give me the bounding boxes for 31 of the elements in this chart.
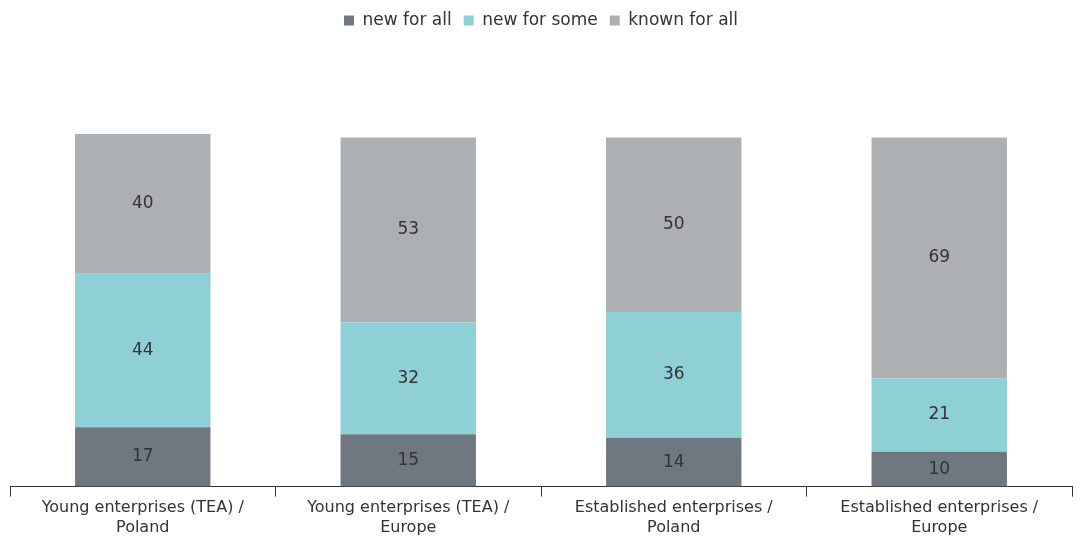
bar xyxy=(75,134,211,274)
data-label: 10 xyxy=(928,457,951,478)
x-tick-label: Young enterprises (TEA) / Poland xyxy=(40,497,245,536)
bar xyxy=(340,137,476,323)
data-label: 36 xyxy=(662,363,685,384)
bar xyxy=(340,322,476,435)
legend-label: known for all xyxy=(628,8,739,29)
bar xyxy=(75,427,211,487)
data-label: 53 xyxy=(397,218,420,239)
data-label: 17 xyxy=(131,445,154,466)
x-tick-label: Young enterprises (TEA) / Europe xyxy=(306,497,510,536)
legend-label: new for all xyxy=(362,8,452,29)
bar xyxy=(340,434,476,487)
bar xyxy=(606,437,742,487)
legend-label: new for some xyxy=(482,8,598,29)
data-label: 14 xyxy=(662,450,685,471)
bar xyxy=(871,451,1007,487)
data-label: 69 xyxy=(928,246,951,267)
data-label: 40 xyxy=(131,192,154,213)
x-tick-label: Established enterprises / Poland xyxy=(574,497,774,536)
data-label: 21 xyxy=(928,403,951,424)
bar xyxy=(871,378,1007,452)
data-label: 15 xyxy=(397,448,420,469)
bar xyxy=(606,312,742,438)
bar xyxy=(871,137,1007,379)
bar xyxy=(606,137,742,313)
data-label: 50 xyxy=(662,213,685,234)
data-label: 32 xyxy=(397,366,420,387)
x-tick-label: Established enterprises / Europe xyxy=(840,497,1039,536)
bar xyxy=(75,273,211,428)
data-label: 44 xyxy=(131,338,154,359)
